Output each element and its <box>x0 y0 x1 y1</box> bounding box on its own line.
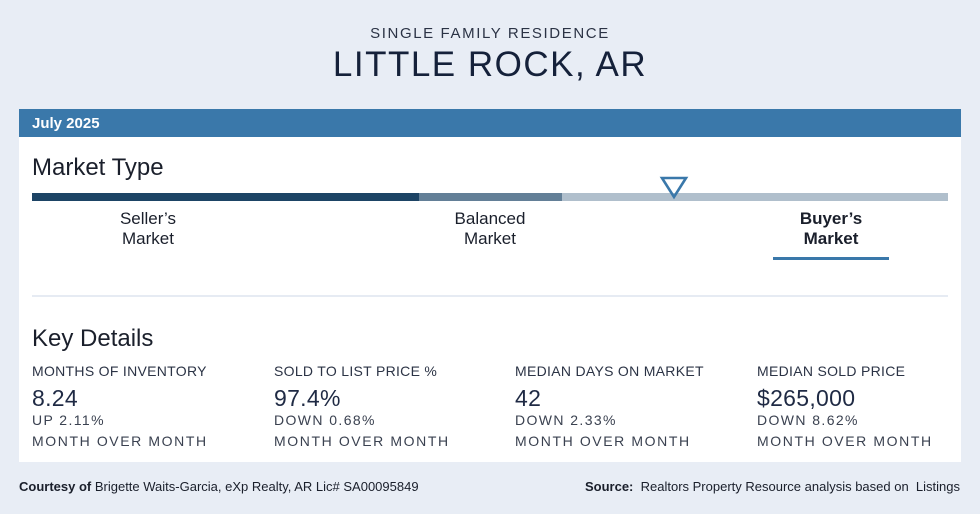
stat-value: 42 <box>515 385 542 411</box>
key-details-heading: Key Details <box>32 325 154 352</box>
stat-value: 97.4% <box>274 385 341 411</box>
stat-period: MONTH OVER MONTH <box>515 433 691 449</box>
stat-label: SOLD TO LIST PRICE % <box>274 363 438 379</box>
period-header: July 2025 <box>19 109 961 137</box>
selected-market-underline <box>773 257 889 260</box>
balanced-market-label: Balanced Market <box>454 209 526 248</box>
stat-median-sold-price: MEDIAN SOLD PRICE $265,000 DOWN 8.62% MO… <box>757 363 980 449</box>
market-type-heading: Market Type <box>32 154 164 181</box>
stat-label: MEDIAN SOLD PRICE <box>757 363 906 379</box>
stat-period: MONTH OVER MONTH <box>274 433 450 449</box>
courtesy-credit: Courtesy of Brigette Waits-Garcia, eXp R… <box>19 479 419 494</box>
stat-label: MONTHS OF INVENTORY <box>32 363 207 379</box>
stat-period: MONTH OVER MONTH <box>757 433 933 449</box>
balanced-market-segment <box>419 193 562 201</box>
stat-median-days-on-market: MEDIAN DAYS ON MARKET 42 DOWN 2.33% MONT… <box>515 363 745 449</box>
stat-change: UP 2.11% <box>32 412 105 428</box>
stat-months-of-inventory: MONTHS OF INVENTORY 8.24 UP 2.11% MONTH … <box>32 363 262 449</box>
stat-change: DOWN 0.68% <box>274 412 376 428</box>
stat-value: 8.24 <box>32 385 78 411</box>
section-divider <box>32 295 948 297</box>
stat-change: DOWN 8.62% <box>757 412 859 428</box>
property-type-subtitle: SINGLE FAMILY RESIDENCE <box>370 25 610 42</box>
source-credit: Source: Realtors Property Resource analy… <box>584 479 960 494</box>
stat-period: MONTH OVER MONTH <box>32 433 208 449</box>
market-position-marker-icon <box>659 176 689 200</box>
buyer-market-label: Buyer’s Market <box>799 209 863 248</box>
stat-sold-to-list-price: SOLD TO LIST PRICE % 97.4% DOWN 0.68% MO… <box>274 363 504 449</box>
stat-value: $265,000 <box>757 385 856 411</box>
stat-change: DOWN 2.33% <box>515 412 617 428</box>
seller-market-label: Seller’s Market <box>119 209 177 248</box>
market-report-card: July 2025 Market Type Seller’s Market Ba… <box>19 109 961 462</box>
location-title: LITTLE ROCK, AR <box>332 45 648 84</box>
seller-market-segment <box>32 193 419 201</box>
stat-label: MEDIAN DAYS ON MARKET <box>515 363 704 379</box>
buyer-market-segment <box>562 193 948 201</box>
